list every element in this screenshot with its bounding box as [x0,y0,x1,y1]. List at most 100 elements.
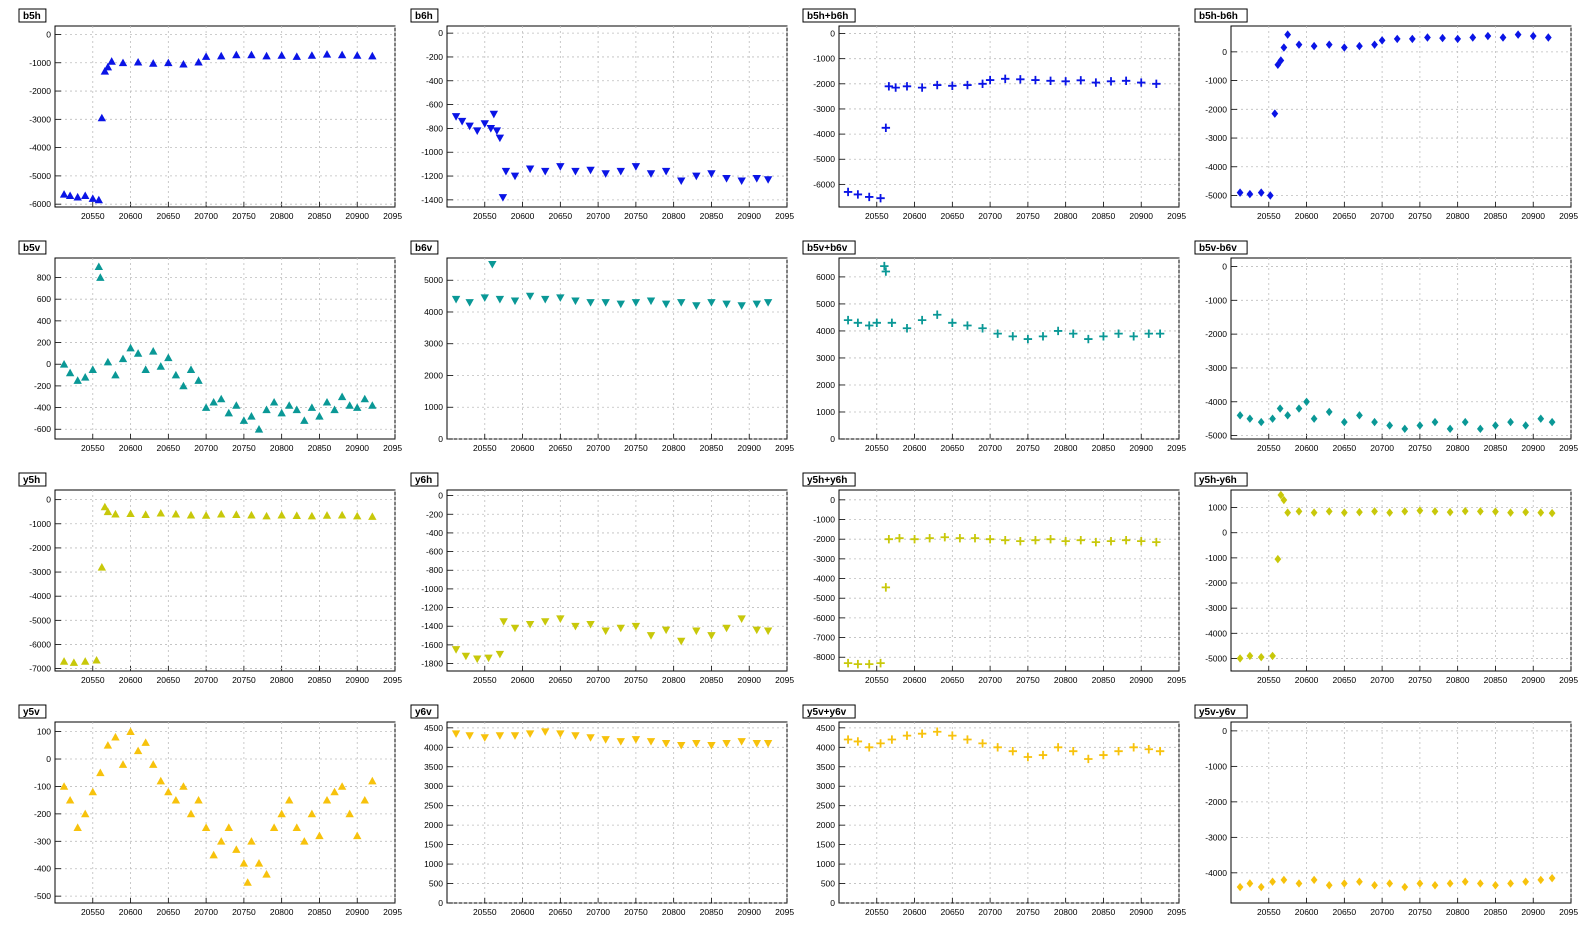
data-points [451,728,773,750]
data-point [59,657,69,665]
data-point [232,50,241,59]
data-point [865,192,874,202]
data-point [876,194,885,203]
data-point [217,51,226,60]
data-point [489,110,499,119]
data-point [843,187,853,197]
data-point [179,59,188,68]
data-point [722,300,731,309]
y-tick-label: -200 [426,52,443,62]
x-tick-label: 20900 [1521,907,1545,917]
chart-title-box [410,240,439,255]
y-tick-label: 0 [830,29,835,39]
data-point [1280,495,1288,505]
data-point [1548,873,1556,883]
data-point [677,637,686,646]
data-point [1310,41,1318,51]
data-points [59,727,377,886]
chart-title-box [18,472,47,487]
data-point [872,318,881,328]
data-point [1277,56,1285,65]
y-tick-label: -6000 [29,639,51,649]
y-tick-label: -1600 [421,640,443,650]
data-point [337,510,347,519]
x-tick-label: 20550 [865,675,889,685]
data-point [917,315,927,325]
y-tick-label: -1000 [1205,295,1227,305]
data-point [277,809,286,818]
chart-panel-b5h: 20550 20600 20650 20700 20750 20800 20850 20900… [18,8,402,221]
data-point [1529,31,1537,41]
data-point [853,318,863,328]
x-tick-label: 20900 [1521,675,1545,685]
x-tick-label: 20850 [1484,907,1508,917]
x-tick-label: 20600 [1295,907,1319,917]
x-tick-label: 20900 [345,211,369,221]
y-tick-label: -1200 [421,603,443,613]
data-point [81,657,90,665]
x-tick-label: 20650 [1333,211,1357,221]
data-point [254,425,264,433]
data-point [107,57,116,65]
data-point [499,618,508,626]
data-point [737,738,746,746]
x-tick-label: 20850 [1484,675,1508,685]
data-point [1537,875,1545,885]
grid-lines [1231,26,1572,207]
x-tick-label: 20550 [81,211,105,221]
data-point [1121,535,1131,545]
data-point [1325,40,1333,49]
y-tick-label: 0 [1222,528,1227,538]
x-tick-label: 20800 [1054,675,1078,685]
chart-panel-y5h-y6h: 20550 20600 20650 20700 20750 20800 20850 20900… [1194,472,1578,685]
data-point [480,120,489,128]
grid-lines [839,26,1180,207]
data-point [201,52,211,60]
x-tick-label: 20600 [903,907,927,917]
data-point [763,740,773,748]
data-point [186,510,196,519]
data-point [752,740,761,748]
data-point [1155,746,1165,756]
x-tick-label: 20550 [1257,211,1281,221]
y-tick-label: 500 [821,879,835,889]
data-point [353,831,362,840]
y-tick-label: 400 [37,316,51,326]
y-tick-label: -600 [426,547,443,557]
data-point [484,654,493,663]
data-point [722,175,731,183]
chart-title: b5v+b6v [807,243,848,254]
x-tick-label: 20900 [1521,211,1545,221]
x-tick-label: 20900 [345,443,369,453]
data-point [495,650,505,659]
x-tick-label: 20600 [903,211,927,221]
y-tick-label: -600 [34,424,51,434]
data-point [353,51,362,59]
y-tick-label: 0 [46,754,51,764]
y-tick-label: -400 [34,403,51,413]
data-point [1008,332,1017,341]
data-point [1046,534,1055,544]
data-point [631,736,641,744]
data-point [345,401,354,409]
data-point [133,746,143,755]
data-point [1401,882,1409,892]
y-tick-label: -6000 [813,613,835,623]
data-point [492,127,502,135]
data-points [451,110,773,202]
data-point [1461,417,1469,427]
y-tick-label: 200 [37,338,51,348]
x-tick-label: 20800 [1446,907,1470,917]
data-point [473,127,482,135]
plot-frame [446,721,788,904]
data-point [556,294,565,302]
data-point [1099,750,1108,760]
y-tick-label: 0 [438,28,443,38]
y-tick-label: 0 [438,898,443,908]
data-point [480,294,489,302]
chart-title: b6h [415,11,433,22]
y-tick-label: -3000 [29,567,51,577]
data-point [616,167,625,176]
y-tick-label: 0 [438,434,443,444]
